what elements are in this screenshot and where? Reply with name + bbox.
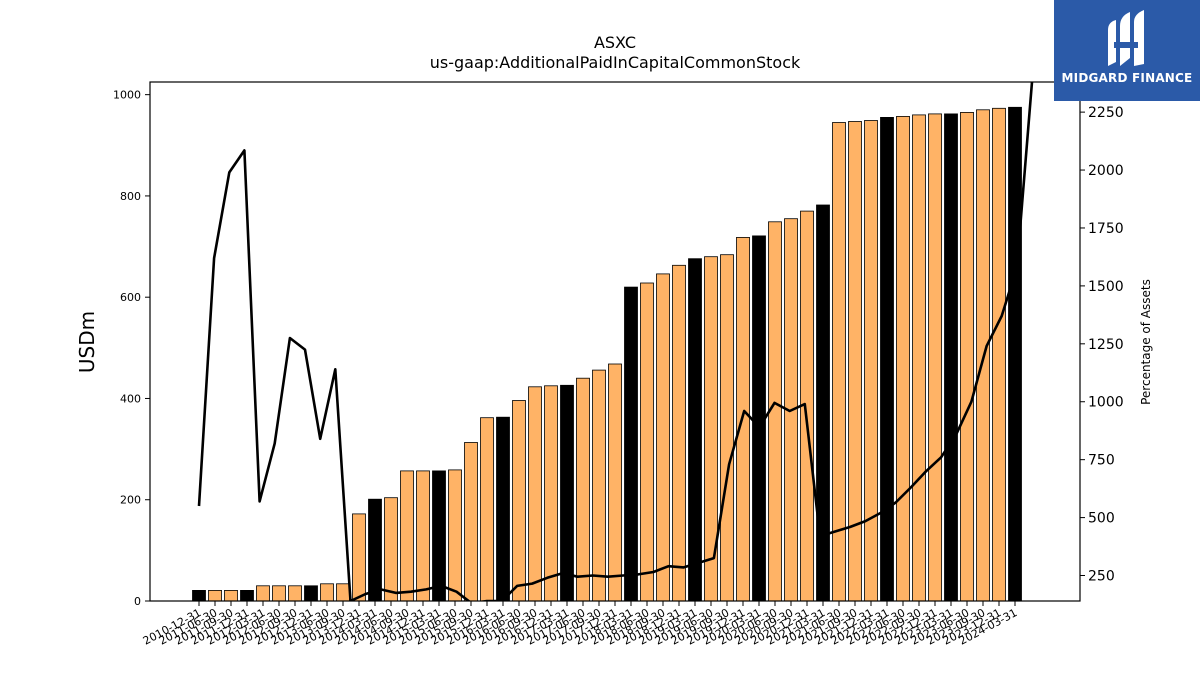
- bar-19: [496, 416, 510, 602]
- bar-47: [944, 113, 958, 602]
- y-axis-label: USDm: [75, 311, 99, 373]
- bar-8: [320, 583, 334, 602]
- bar-20: [512, 400, 526, 602]
- bar-42: [864, 120, 878, 602]
- y2-tick-label-5: 1500: [1088, 279, 1124, 295]
- bar-44: [896, 116, 910, 602]
- y-tick-label-2: 400: [120, 392, 141, 405]
- bar-30: [672, 264, 686, 602]
- bar-15: [432, 470, 446, 602]
- bar-51: [1008, 106, 1022, 602]
- bar-2: [224, 590, 238, 602]
- y2-tick-label-0: 250: [1088, 569, 1115, 585]
- y2-tick-label-3: 1000: [1088, 395, 1124, 411]
- y-tick-label-3: 600: [120, 291, 141, 304]
- pct-assets-line: [197, 82, 1034, 601]
- bar-13: [400, 470, 414, 602]
- bar-48: [960, 112, 974, 602]
- bar-26: [608, 363, 622, 602]
- bar-16: [448, 469, 462, 602]
- bars-layer: [192, 106, 1022, 602]
- chart-subtitle: us-gaap:AdditionalPaidInCapitalCommonSto…: [430, 53, 801, 72]
- bar-43: [880, 117, 894, 602]
- bar-23: [560, 384, 574, 602]
- left-axis: 0 200 400 600 800 1000: [113, 89, 150, 608]
- bar-5: [272, 585, 286, 602]
- bar-14: [416, 470, 430, 602]
- bar-28: [640, 282, 654, 602]
- bar-31: [688, 258, 702, 602]
- bar-3: [240, 590, 254, 602]
- line-layer: [197, 82, 1034, 601]
- chart-title: ASXC: [594, 33, 636, 52]
- bar-17: [464, 442, 478, 602]
- bar-0: [192, 590, 206, 602]
- bar-29: [656, 273, 670, 602]
- bar-22: [544, 385, 558, 602]
- bar-39: [816, 204, 830, 602]
- y2-tick-label-4: 1250: [1088, 337, 1124, 353]
- bar-25: [592, 369, 606, 602]
- bar-18: [480, 417, 494, 602]
- y2-tick-label-1: 500: [1088, 511, 1115, 527]
- y-tick-label-4: 800: [120, 190, 141, 203]
- y-tick-label-5: 1000: [113, 89, 141, 102]
- bar-50: [992, 107, 1006, 602]
- bar-24: [576, 377, 590, 602]
- bar-46: [928, 113, 942, 602]
- bar-11: [368, 498, 382, 602]
- y2-tick-label-2: 750: [1088, 453, 1115, 469]
- x-axis: 2010-12-312011-06-302011-09-302011-12-31…: [141, 601, 1019, 648]
- bar-1: [208, 590, 222, 602]
- bar-10: [352, 513, 366, 602]
- bar-7: [304, 585, 318, 602]
- right-axis: 250 500 750 1000 1250 1500 1750 2000 2250: [1080, 105, 1124, 585]
- bar-33: [720, 254, 734, 602]
- bar-6: [288, 585, 302, 602]
- y2-axis-label: Percentage of Assets: [1139, 279, 1153, 405]
- midgard-logo-icon: [1108, 10, 1144, 66]
- bar-9: [336, 583, 350, 602]
- y2-tick-label-8: 2250: [1088, 105, 1124, 121]
- bar-21: [528, 386, 542, 602]
- y2-tick-label-7: 2000: [1088, 163, 1124, 179]
- bar-41: [848, 121, 862, 602]
- y-tick-label-1: 200: [120, 494, 141, 507]
- bar-27: [624, 286, 638, 602]
- y2-tick-label-6: 1750: [1088, 221, 1124, 237]
- bar-4: [256, 585, 270, 602]
- brand-logo: MIDGARD FINANCE: [1054, 0, 1200, 101]
- bar-12: [384, 497, 398, 602]
- brand-name: MIDGARD FINANCE: [1061, 71, 1193, 85]
- bar-45: [912, 114, 926, 602]
- y-tick-label-0: 0: [134, 595, 141, 608]
